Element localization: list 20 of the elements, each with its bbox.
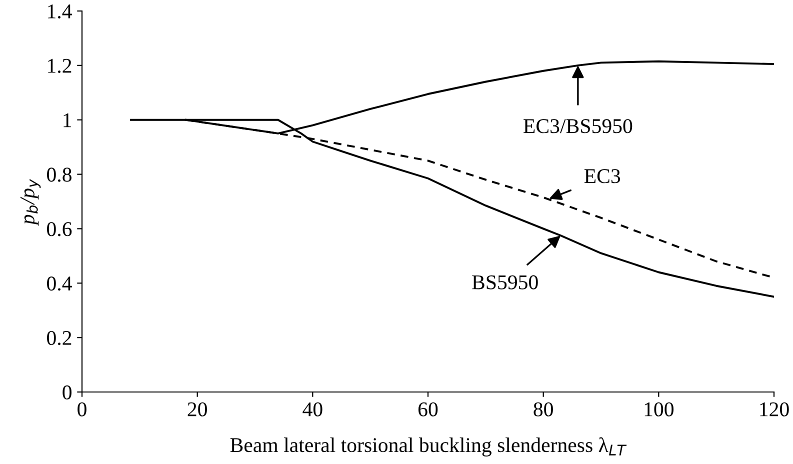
y-tick-label: 0.2 (47, 330, 72, 346)
y-tick-label: 0 (62, 385, 72, 400)
y-tick-label: 1 (64, 113, 72, 128)
x-tick-label: 20 (188, 402, 207, 416)
annotation: EC3/BS5950 (524, 119, 632, 134)
y-axis-title: p$_{b}$/p$_{y}$ (20, 178, 41, 226)
x-tick-label: 60 (418, 402, 438, 416)
y-tick-label: 0.6 (47, 222, 72, 236)
x-tick-label: 0 (78, 402, 86, 416)
y-tick-label: 1.2 (48, 58, 72, 73)
y-tick-label: 0.8 (47, 168, 72, 182)
annotation: BS5950 (472, 275, 538, 290)
y-tick-label: 0.4 (47, 276, 72, 291)
y-tick-label: 1.4 (48, 4, 72, 19)
x-tick-label: 120 (760, 402, 789, 416)
x-tick-label: 80 (534, 402, 553, 416)
annotation: EC3 (584, 169, 620, 184)
x-tick-label: 40 (302, 402, 322, 416)
x-tick-label: 100 (644, 402, 674, 416)
x-axis-title: Beam lateral torsional buckling slenderness λ$_{LT}$ (230, 437, 627, 456)
